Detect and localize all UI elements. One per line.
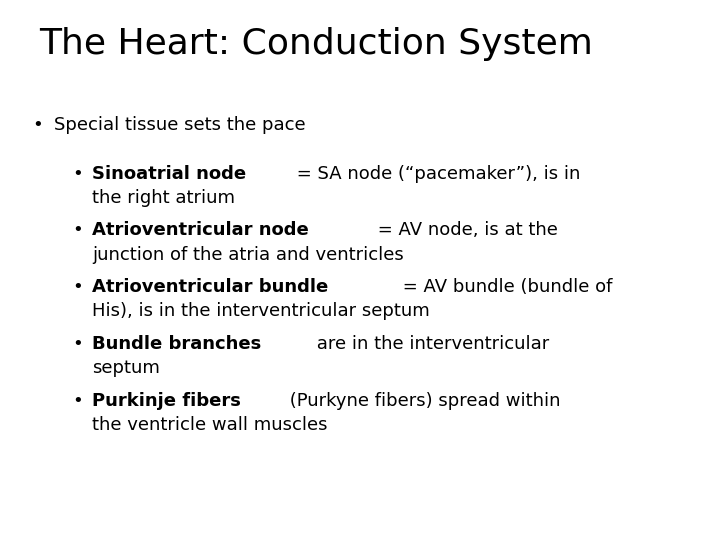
Text: (Purkyne fibers) spread within: (Purkyne fibers) spread within	[284, 392, 561, 409]
Text: Atrioventricular node: Atrioventricular node	[92, 221, 309, 239]
Text: are in the interventricular: are in the interventricular	[310, 335, 549, 353]
Text: Atrioventricular bundle: Atrioventricular bundle	[92, 278, 328, 296]
Text: = AV bundle (bundle of: = AV bundle (bundle of	[397, 278, 613, 296]
Text: Purkinje fibers: Purkinje fibers	[92, 392, 241, 409]
Text: •: •	[72, 165, 83, 183]
Text: Sinoatrial node: Sinoatrial node	[92, 165, 246, 183]
Text: •: •	[72, 221, 83, 239]
Text: the right atrium: the right atrium	[92, 189, 235, 207]
Text: = AV node, is at the: = AV node, is at the	[372, 221, 558, 239]
Text: = SA node (“pacemaker”), is in: = SA node (“pacemaker”), is in	[291, 165, 580, 183]
Text: junction of the atria and ventricles: junction of the atria and ventricles	[92, 246, 404, 264]
Text: Bundle branches: Bundle branches	[92, 335, 261, 353]
Text: •: •	[72, 392, 83, 409]
Text: The Heart: Conduction System: The Heart: Conduction System	[40, 27, 593, 61]
Text: •: •	[72, 335, 83, 353]
Text: Special tissue sets the pace: Special tissue sets the pace	[54, 116, 305, 134]
Text: the ventricle wall muscles: the ventricle wall muscles	[92, 416, 328, 434]
Text: His), is in the interventricular septum: His), is in the interventricular septum	[92, 302, 430, 320]
Text: •: •	[32, 116, 43, 134]
Text: •: •	[72, 278, 83, 296]
Text: septum: septum	[92, 359, 160, 377]
